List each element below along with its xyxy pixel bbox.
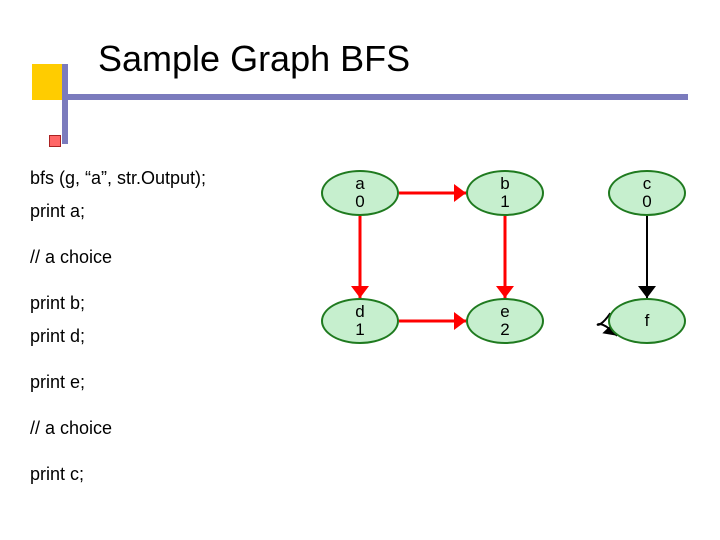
slide: { "title": { "text": "Sample Graph BFS",…: [0, 0, 720, 540]
code-line: print c;: [30, 464, 84, 485]
node-label: e: [500, 303, 509, 321]
code-line: // a choice: [30, 247, 112, 268]
graph-edges: [0, 0, 720, 540]
code-line: print b;: [30, 293, 85, 314]
graph-node-c: c0: [608, 170, 686, 216]
node-label: c: [643, 175, 652, 193]
node-value: 1: [355, 321, 364, 339]
node-label: f: [645, 312, 650, 330]
graph-node-d: d1: [321, 298, 399, 344]
page-title: Sample Graph BFS: [98, 38, 410, 80]
node-value: 0: [642, 193, 651, 211]
graph-node-f: f: [608, 298, 686, 344]
node-label: b: [500, 175, 509, 193]
node-value: 2: [500, 321, 509, 339]
code-line: print d;: [30, 326, 85, 347]
title-small-square: [49, 135, 61, 147]
node-label: a: [355, 175, 364, 193]
title-vbar: [62, 64, 68, 144]
code-line: print a;: [30, 201, 85, 222]
node-value: 0: [355, 193, 364, 211]
code-line: bfs (g, “a”, str.Output);: [30, 168, 206, 189]
code-line: print e;: [30, 372, 85, 393]
graph-node-a: a0: [321, 170, 399, 216]
graph-node-e: e2: [466, 298, 544, 344]
graph-node-b: b1: [466, 170, 544, 216]
node-value: 1: [500, 193, 509, 211]
code-line: // a choice: [30, 418, 112, 439]
node-label: d: [355, 303, 364, 321]
title-hbar: [68, 94, 688, 100]
